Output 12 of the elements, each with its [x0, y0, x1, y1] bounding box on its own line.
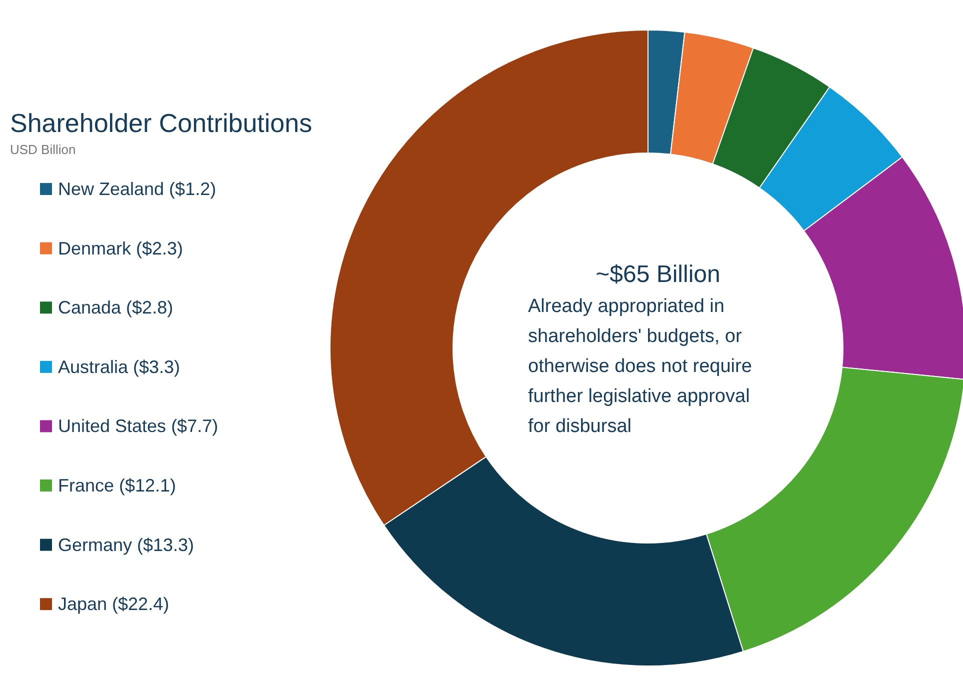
text: USD Billion: [10, 142, 76, 157]
legend-label: Denmark ($2.3): [58, 238, 184, 258]
legend-label: Canada ($2.8): [58, 298, 174, 318]
legend-label: United States ($7.7): [58, 416, 218, 436]
legend-label: Australia ($3.3): [58, 356, 180, 377]
legend-label: Germany ($13.3): [58, 534, 194, 555]
legend-label: New Zealand ($1.2): [58, 179, 216, 199]
text: Already appropriated in shareholders' budgets, or otherwise does not require further legislative approval for disbursal: [528, 296, 752, 437]
text: Shareholder Contributions: [10, 108, 312, 138]
legend-label: Japan ($22.4): [58, 594, 170, 614]
text: ~$65 Billion: [596, 261, 720, 288]
legend-label: France ($12.1): [58, 476, 176, 496]
